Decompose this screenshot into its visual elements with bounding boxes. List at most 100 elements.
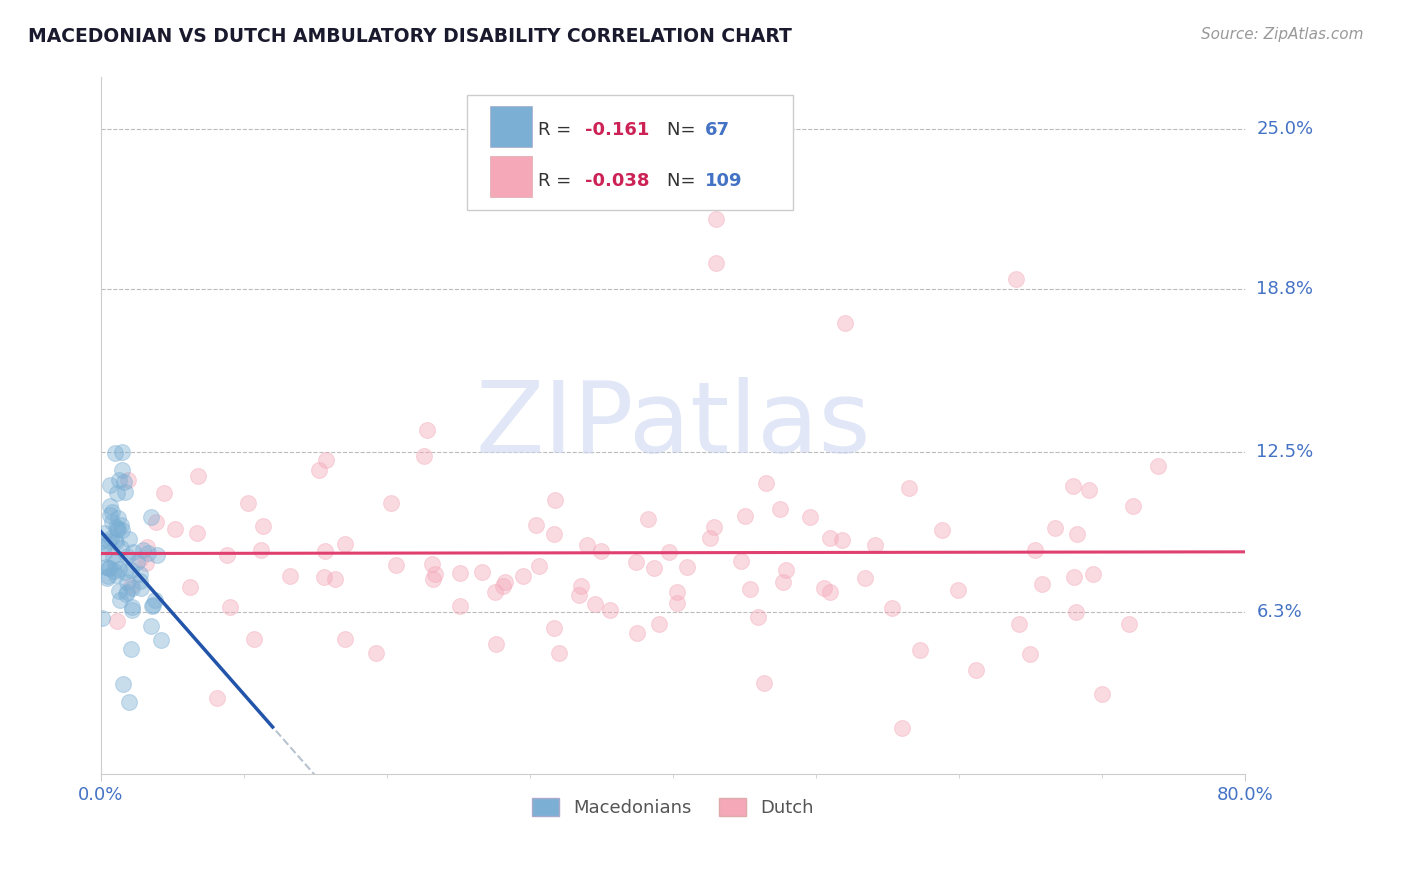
Point bbox=[118, 532, 141, 546]
Text: -0.038: -0.038 bbox=[585, 171, 650, 190]
Point bbox=[775, 563, 797, 577]
Point bbox=[730, 554, 752, 568]
Point bbox=[699, 531, 721, 545]
Point bbox=[1031, 576, 1053, 591]
Point bbox=[129, 581, 152, 595]
Point bbox=[100, 500, 122, 514]
Point bbox=[104, 555, 127, 569]
Point bbox=[153, 486, 176, 500]
Point bbox=[492, 579, 515, 593]
Text: 25.0%: 25.0% bbox=[1257, 120, 1313, 138]
Point bbox=[129, 552, 152, 566]
Point bbox=[666, 596, 689, 610]
Point bbox=[626, 555, 648, 569]
Point bbox=[335, 537, 357, 551]
Point bbox=[98, 561, 121, 575]
Point bbox=[1077, 483, 1099, 497]
Text: -0.161: -0.161 bbox=[585, 121, 650, 139]
Point bbox=[315, 453, 337, 467]
Point bbox=[110, 541, 132, 555]
Point bbox=[111, 444, 134, 458]
Point bbox=[115, 549, 138, 563]
Point bbox=[101, 504, 124, 518]
Point bbox=[1064, 605, 1087, 619]
Point bbox=[703, 520, 725, 534]
Point bbox=[366, 646, 388, 660]
Point bbox=[512, 569, 534, 583]
Point bbox=[97, 560, 120, 574]
Point bbox=[1043, 520, 1066, 534]
Point bbox=[544, 493, 567, 508]
Point bbox=[333, 632, 356, 647]
Point bbox=[97, 533, 120, 548]
Point bbox=[1118, 617, 1140, 632]
Point bbox=[548, 646, 571, 660]
Text: N=: N= bbox=[668, 121, 702, 139]
Point bbox=[179, 580, 201, 594]
Point bbox=[569, 579, 592, 593]
Text: Source: ZipAtlas.com: Source: ZipAtlas.com bbox=[1201, 27, 1364, 42]
Point bbox=[207, 691, 229, 706]
Point bbox=[146, 548, 169, 562]
Point bbox=[380, 496, 402, 510]
Point bbox=[125, 555, 148, 569]
Point bbox=[576, 538, 599, 552]
Point bbox=[704, 212, 727, 227]
Point bbox=[946, 583, 969, 598]
Point bbox=[1062, 479, 1084, 493]
Point bbox=[799, 509, 821, 524]
Point bbox=[132, 543, 155, 558]
Point bbox=[1005, 271, 1028, 285]
Point bbox=[94, 559, 117, 574]
Point bbox=[111, 523, 134, 537]
FancyBboxPatch shape bbox=[491, 106, 533, 147]
Point bbox=[755, 476, 778, 491]
Point bbox=[449, 566, 471, 580]
Point bbox=[831, 533, 853, 547]
Point bbox=[128, 574, 150, 589]
Point bbox=[98, 508, 121, 522]
Point bbox=[769, 502, 792, 516]
Point bbox=[145, 515, 167, 529]
Point bbox=[648, 616, 671, 631]
Point bbox=[90, 610, 112, 624]
Point bbox=[93, 525, 115, 540]
Point bbox=[115, 587, 138, 601]
Point bbox=[238, 496, 260, 510]
Point bbox=[704, 256, 727, 270]
Point bbox=[449, 599, 471, 613]
Point bbox=[104, 568, 127, 582]
Point bbox=[142, 598, 165, 612]
Point bbox=[120, 642, 142, 657]
Point bbox=[135, 556, 157, 570]
Point bbox=[754, 675, 776, 690]
Point bbox=[114, 485, 136, 500]
Point bbox=[416, 423, 439, 437]
Point bbox=[323, 572, 346, 586]
Text: 6.3%: 6.3% bbox=[1257, 603, 1302, 621]
Point bbox=[117, 473, 139, 487]
Point bbox=[278, 568, 301, 582]
Point bbox=[252, 518, 274, 533]
Point bbox=[110, 517, 132, 532]
Point bbox=[103, 565, 125, 579]
Point bbox=[471, 565, 494, 579]
Point bbox=[583, 597, 606, 611]
Point bbox=[100, 515, 122, 529]
Point bbox=[898, 482, 921, 496]
Point bbox=[107, 584, 129, 599]
Point bbox=[423, 566, 446, 581]
Point bbox=[1008, 617, 1031, 632]
Text: N=: N= bbox=[668, 171, 702, 190]
Point bbox=[910, 643, 932, 657]
Point bbox=[97, 569, 120, 583]
Point bbox=[562, 178, 585, 193]
Text: 18.8%: 18.8% bbox=[1257, 280, 1313, 298]
Point bbox=[543, 527, 565, 541]
Point bbox=[93, 546, 115, 560]
Point bbox=[187, 469, 209, 483]
Point bbox=[143, 592, 166, 607]
Point bbox=[880, 601, 903, 615]
Point bbox=[141, 599, 163, 614]
Point bbox=[108, 593, 131, 607]
